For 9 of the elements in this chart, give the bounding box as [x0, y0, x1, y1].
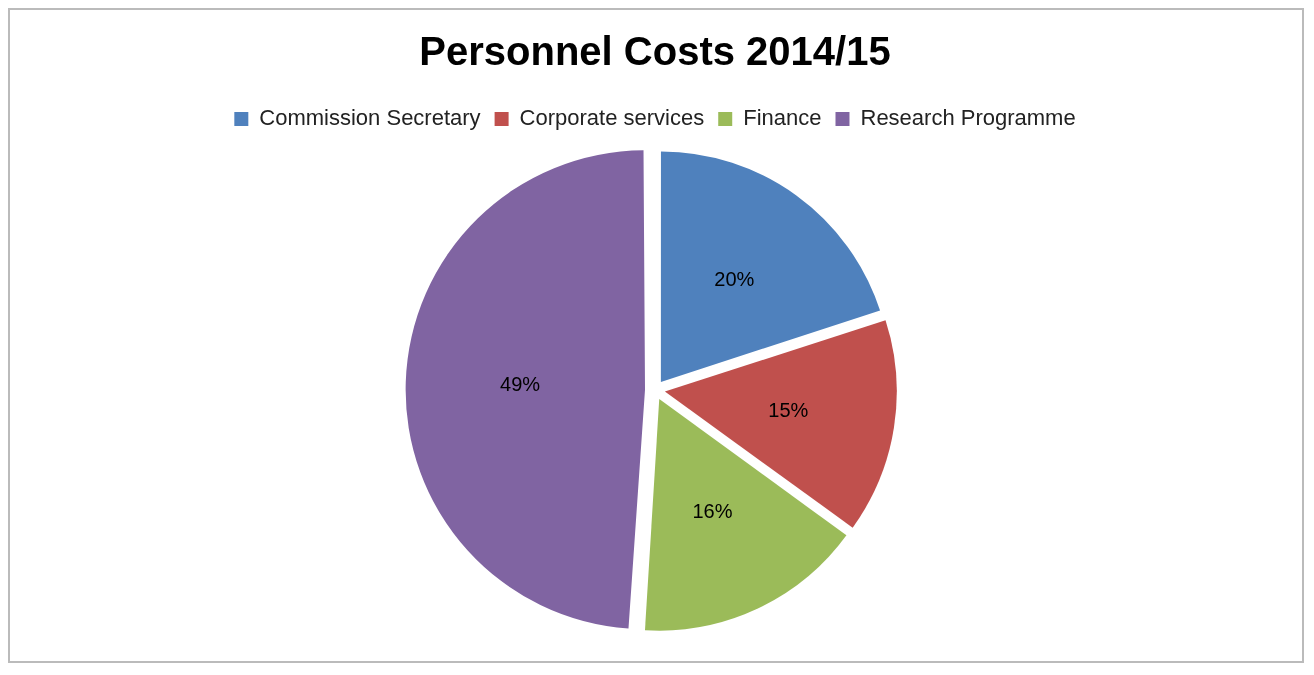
data-label: 49% [500, 373, 541, 396]
legend-label: Corporate services [519, 105, 705, 131]
data-label: 15% [768, 398, 809, 421]
legend-label: Research Programme [860, 105, 1076, 131]
legend-label: Finance [743, 105, 822, 131]
legend-label: Commission Secretary [259, 105, 481, 131]
data-label: 16% [692, 499, 733, 522]
chart-title: Personnel Costs 2014/15 [419, 29, 891, 74]
data-label: 20% [714, 268, 755, 291]
